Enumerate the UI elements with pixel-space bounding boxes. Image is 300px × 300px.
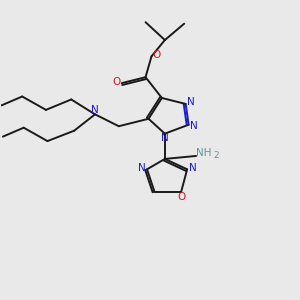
Text: N: N (190, 121, 198, 131)
Text: N: N (187, 97, 195, 106)
Text: N: N (189, 163, 196, 173)
Text: 2: 2 (213, 151, 219, 160)
Text: N: N (91, 105, 99, 115)
Text: N: N (161, 133, 169, 142)
Text: O: O (177, 192, 185, 202)
Text: O: O (153, 50, 161, 60)
Text: NH: NH (196, 148, 211, 158)
Text: N: N (138, 163, 146, 173)
Text: O: O (112, 77, 121, 87)
